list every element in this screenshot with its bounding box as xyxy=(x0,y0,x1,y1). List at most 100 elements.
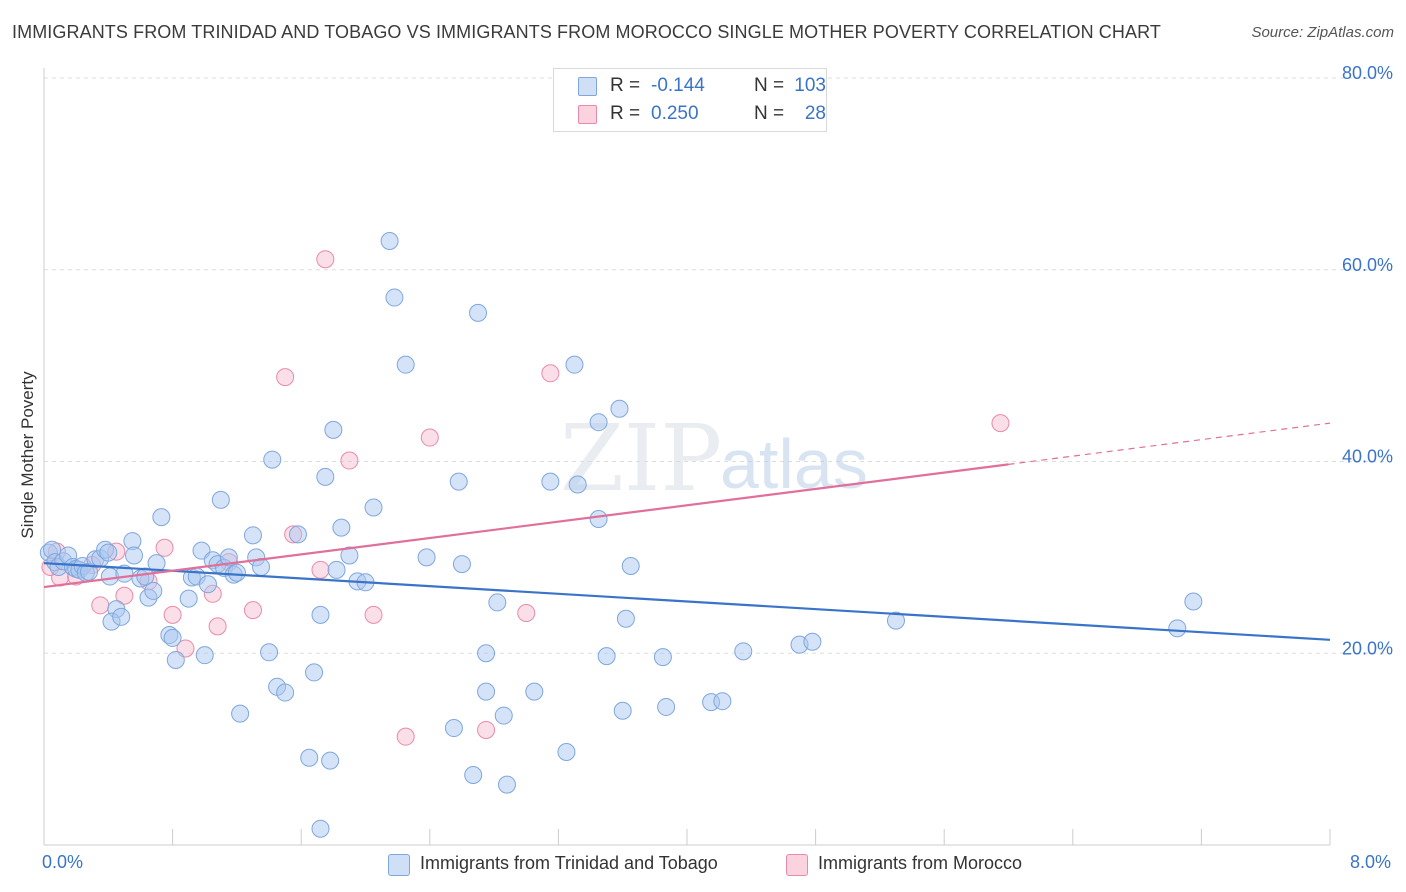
trinidad-point xyxy=(803,632,822,651)
trinidad-point xyxy=(243,526,262,545)
trinidad-point xyxy=(276,683,295,702)
legend-label-trinidad: Immigrants from Trinidad and Tobago xyxy=(420,853,718,873)
trinidad-point xyxy=(568,475,587,494)
correlation-legend: R = -0.144 N = 103 R = 0.250 N = 28 xyxy=(553,68,827,132)
trinidad-point xyxy=(195,646,214,665)
n-value: 28 xyxy=(804,103,826,124)
trinidad-point xyxy=(260,643,279,662)
trinidad-point xyxy=(364,498,383,517)
trinidad-point xyxy=(541,472,560,491)
trinidad-point xyxy=(713,692,732,711)
r-label: R = xyxy=(610,103,641,124)
y-tick-label: 40.0% xyxy=(1342,447,1393,467)
trinidad-point xyxy=(324,420,343,439)
trinidad-point xyxy=(300,748,319,767)
morocco-point xyxy=(163,605,182,624)
trinidad-point xyxy=(494,706,513,725)
morocco-point xyxy=(364,605,383,624)
trinidad-point xyxy=(452,555,471,574)
watermark-atlas: atlas xyxy=(720,425,868,503)
r-value: 0.250 xyxy=(651,103,699,124)
trinidad-point xyxy=(263,450,282,469)
trinidad-point xyxy=(288,525,307,544)
trinidad-point xyxy=(99,543,118,562)
trinidad-point xyxy=(179,589,198,608)
watermark-zip: ZIP xyxy=(560,405,722,512)
trinidad-point xyxy=(477,682,496,701)
trinidad-point xyxy=(380,231,399,250)
morocco-point xyxy=(243,601,262,620)
source-credit: Source: ZipAtlas.com xyxy=(1251,24,1394,41)
trinidad-point xyxy=(477,644,496,663)
n-label: N = xyxy=(754,103,785,124)
trinidad-point xyxy=(464,766,483,785)
morocco-point xyxy=(311,560,330,579)
trinidad-point xyxy=(112,607,131,626)
trinidad-point xyxy=(565,355,584,374)
trinidad-point xyxy=(621,557,640,576)
y-tick-labels: 20.0% 40.0% 60.0% 80.0% xyxy=(1342,63,1393,658)
morocco-point xyxy=(276,368,295,387)
trinidad-point xyxy=(198,575,217,594)
trinidad-point xyxy=(613,701,632,720)
trinidad-trend-line xyxy=(43,562,1331,641)
trinidad-point xyxy=(316,467,335,486)
trinidad-point xyxy=(1184,592,1203,611)
morocco-point xyxy=(155,538,174,557)
morocco-trend-extension xyxy=(1008,422,1331,465)
trinidad-point xyxy=(321,751,340,770)
morocco-trend-line xyxy=(43,463,1009,589)
trinidad-point xyxy=(449,472,468,491)
y-axis-label: Single Mother Poverty xyxy=(18,371,37,539)
trinidad-point xyxy=(488,593,507,612)
legend-swatch-trinidad xyxy=(388,854,410,876)
trinidad-point xyxy=(219,548,238,567)
morocco-point xyxy=(91,596,110,615)
y-tick-label: 20.0% xyxy=(1342,638,1393,658)
morocco-point xyxy=(115,586,134,605)
trinidad-point xyxy=(385,288,404,307)
trinidad-point xyxy=(597,647,616,666)
legend-swatch-morocco xyxy=(578,105,597,124)
y-tick-label: 80.0% xyxy=(1342,63,1393,83)
trinidad-point xyxy=(311,819,330,838)
n-label: N = xyxy=(754,75,785,96)
trinidad-point xyxy=(152,508,171,527)
morocco-point xyxy=(176,639,195,658)
trinidad-point xyxy=(211,490,230,509)
trinidad-point xyxy=(332,518,351,537)
trinidad-point xyxy=(125,546,144,565)
trinidad-point xyxy=(469,303,488,322)
trinidad-point xyxy=(305,663,324,682)
morocco-point xyxy=(541,364,560,383)
chart-title: IMMIGRANTS FROM TRINIDAD AND TOBAGO VS I… xyxy=(12,22,1161,42)
trinidad-point xyxy=(657,697,676,716)
r-label: R = xyxy=(610,75,641,96)
trinidad-point xyxy=(147,554,166,573)
trinidad-point xyxy=(144,581,163,600)
morocco-point xyxy=(517,603,536,622)
trinidad-point xyxy=(525,682,544,701)
trinidad-point xyxy=(231,704,250,723)
trinidad-point xyxy=(163,628,182,647)
trinidad-point xyxy=(497,775,516,794)
trinidad-point xyxy=(589,510,608,529)
morocco-point xyxy=(208,617,227,636)
trinidad-point xyxy=(327,560,346,579)
morocco-point xyxy=(991,414,1010,433)
trinidad-point xyxy=(444,719,463,738)
trinidad-point xyxy=(653,648,672,667)
n-value: 103 xyxy=(794,75,826,96)
trinidad-point xyxy=(417,548,436,567)
trinidad-point xyxy=(227,563,246,582)
series-trinidad-points xyxy=(39,231,1203,838)
trinidad-point xyxy=(1168,619,1187,638)
legend-label-morocco: Immigrants from Morocco xyxy=(818,853,1023,873)
x-tick-max: 8.0% xyxy=(1350,852,1392,872)
trinidad-point xyxy=(610,399,629,418)
y-tick-label: 60.0% xyxy=(1342,255,1393,275)
legend-swatch-morocco xyxy=(786,854,808,876)
trinidad-point xyxy=(396,355,415,374)
